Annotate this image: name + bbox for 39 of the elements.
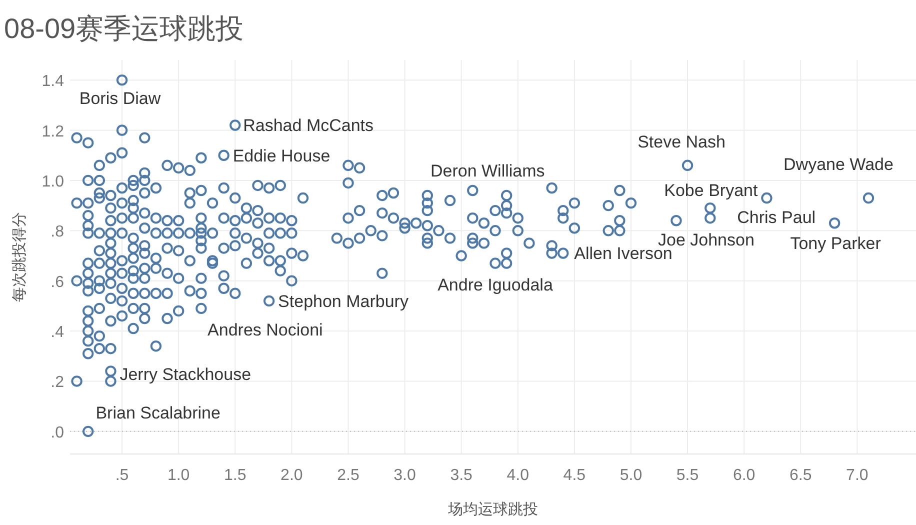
x-tick-label: .5 — [115, 467, 129, 484]
annotation: Rashad McCants — [243, 116, 374, 136]
x-tick-label: 2.5 — [337, 467, 360, 484]
x-tick-label: 5.5 — [676, 467, 699, 484]
annotation: Dwyane Wade — [784, 155, 894, 174]
annotation: Boris Diaw — [79, 89, 162, 108]
annotation: Stephon Marbury — [278, 292, 409, 311]
x-axis-title: 场均运球跳投 — [447, 501, 538, 518]
x-tick-label: 4.5 — [563, 467, 586, 484]
annotation: Chris Paul — [737, 208, 816, 228]
annotation: Steve Nash — [638, 132, 726, 152]
annotation: Jerry Stackhouse — [120, 365, 252, 384]
x-tick-label: 7.0 — [846, 467, 868, 484]
x-tick-label: 1.5 — [224, 467, 246, 484]
y-tick-label: .0 — [50, 424, 64, 442]
annotation: Andres Nocioni — [208, 320, 323, 340]
annotation: Andre Iguodala — [438, 275, 554, 294]
x-tick-label: 3.0 — [394, 467, 416, 484]
annotation: Deron Williams — [430, 161, 545, 180]
y-tick-label: 1.0 — [42, 173, 64, 190]
y-tick-label: .4 — [50, 324, 64, 342]
x-tick-label: 6.0 — [732, 467, 756, 484]
y-axis-title: 每次跳投得分 — [11, 212, 28, 302]
annotation: Brian Scalabrine — [96, 403, 220, 422]
x-tick-label: 5.0 — [620, 467, 642, 484]
y-tick-label: 1.4 — [42, 73, 64, 90]
x-tick-label: 1.0 — [167, 467, 190, 484]
x-tick-label: 6.5 — [790, 467, 812, 484]
x-tick-label: 3.5 — [450, 467, 473, 484]
y-tick-label: 1.2 — [42, 123, 64, 140]
x-tick-label: 2.0 — [280, 467, 303, 484]
y-tick-label: .2 — [50, 374, 64, 392]
y-tick-label: .6 — [50, 274, 64, 291]
y-tick-label: .8 — [50, 224, 64, 241]
annotation: Tony Parker — [790, 234, 882, 254]
annotation: Kobe Bryant — [664, 181, 758, 200]
chart-title: 08-09赛季运球跳投 — [4, 13, 244, 44]
annotation: Eddie House — [232, 146, 330, 166]
x-tick-label: 4.0 — [506, 467, 530, 484]
